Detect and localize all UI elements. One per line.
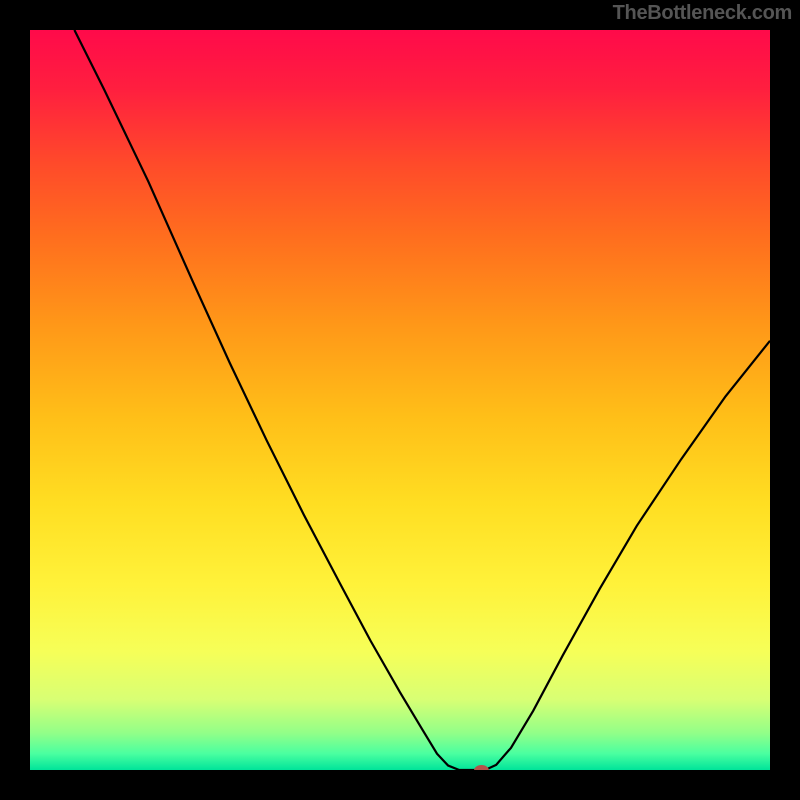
chart-plot-area xyxy=(30,30,770,770)
watermark-label: TheBottleneck.com xyxy=(613,2,792,25)
chart-background xyxy=(30,30,770,770)
bottleneck-chart xyxy=(30,30,770,770)
